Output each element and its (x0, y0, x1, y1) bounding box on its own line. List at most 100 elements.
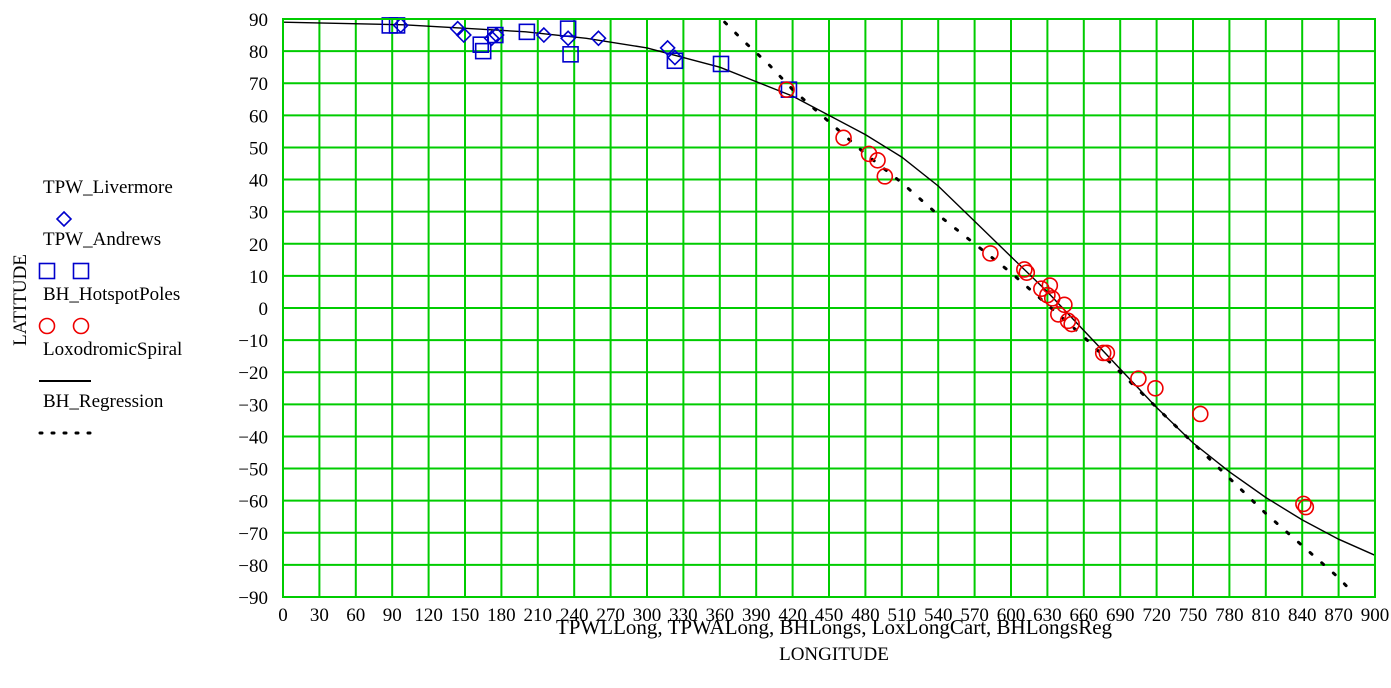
x-tick-label: 390 (742, 605, 771, 626)
legend-symbol-tpw-andrews (38, 262, 56, 280)
tpw-andrews-point (474, 42, 492, 60)
x-tick-label: 510 (888, 605, 917, 626)
x-tick-label: 720 (1142, 605, 1171, 626)
tpw-andrews-point (712, 55, 730, 73)
y-tick-label: −90 (238, 588, 268, 609)
bh-hotspotpoles-point (1039, 286, 1056, 304)
bh-hotspotpoles-point (778, 81, 795, 98)
bh-hotspotpoles-point (835, 129, 852, 147)
y-axis-title: LATITUDE (10, 254, 31, 346)
tpw-andrews-point (666, 52, 684, 70)
x-tick-label: 210 (524, 605, 553, 626)
bh-regression-line (723, 20, 1353, 593)
x-tick-label: 360 (706, 605, 735, 626)
legend-label-bh-hotspotpoles: BH_HotspotPoles (43, 284, 180, 305)
y-tick-label: 10 (249, 267, 268, 288)
tpw-andrews-point (559, 20, 577, 37)
legend: TPW_Livermore TPW_Andrews BH_HotspotPoles L… (38, 177, 182, 435)
tpw-livermore-point (535, 26, 552, 44)
legend-symbol-bh-hotspotpoles (38, 317, 56, 335)
x-tick-label: 120 (414, 605, 443, 626)
tpw-andrews-point (388, 17, 406, 34)
x-tick-label: 810 (1252, 605, 1281, 626)
y-tick-labels: 90 80 70 60 50 40 30 20 10 0 −10 −20 −30 −40 −50 −60 −70… (238, 10, 268, 609)
tpw-livermore-point (590, 30, 607, 47)
y-tick-label: 90 (249, 10, 268, 31)
tpw-andrews-point (562, 46, 579, 63)
y-tick-label: −80 (238, 556, 268, 577)
x-tick-label: 780 (1215, 605, 1244, 626)
y-tick-label: 50 (249, 138, 268, 159)
x-tick-labels: 0 30 60 90 120 150 180 210 240 270 300 330 360 390 420… (278, 605, 1389, 626)
y-tick-label: −30 (238, 395, 268, 416)
y-tick-label: 80 (249, 42, 268, 63)
x-tick-label: 840 (1288, 605, 1317, 626)
legend-label-tpw-livermore: TPW_Livermore (43, 177, 173, 198)
bh-hotspotpoles-point (1147, 379, 1164, 397)
x-tick-label: 180 (487, 605, 516, 626)
plot-frame (282, 18, 1376, 598)
x-tick-label: 30 (310, 605, 329, 626)
y-tick-label: 0 (259, 299, 269, 320)
x-tick-label: 600 (997, 605, 1026, 626)
grid-lines (282, 18, 1376, 598)
bh-hotspotpoles-point (1063, 315, 1080, 333)
x-tick-label: 540 (924, 605, 953, 626)
y-tick-label: 60 (249, 106, 268, 127)
bh-hotspotpoles-point (1018, 264, 1036, 281)
bh-hotspotpoles-point (1059, 312, 1077, 330)
data-markers (381, 17, 1315, 516)
x-axis-expression: TPWLLong, TPWALong, BHLongs, LoxLongCart… (556, 615, 1113, 639)
y-tick-label: −60 (238, 492, 268, 513)
bh-hotspotpoles-point (869, 151, 886, 169)
x-tick-label: 660 (1070, 605, 1099, 626)
loxodromicspiral-line (282, 21, 1376, 556)
bh-hotspotpoles-point (860, 145, 878, 163)
legend-label-tpw-andrews: TPW_Andrews (43, 229, 161, 250)
y-tick-label: −40 (238, 427, 268, 448)
bh-hotspotpoles-point (1098, 344, 1116, 362)
bh-hotspotpoles-point (1041, 277, 1059, 294)
tpw-livermore-point (483, 30, 500, 47)
y-tick-label: −10 (238, 331, 268, 352)
x-tick-label: 150 (451, 605, 480, 626)
bh-hotspotpoles-point (1033, 280, 1050, 298)
x-tick-label: 690 (1106, 605, 1135, 626)
y-tick-label: −50 (238, 460, 268, 481)
tpw-andrews-point (472, 36, 490, 53)
x-tick-label: 90 (383, 605, 402, 626)
bh-hotspotpoles-point (1297, 498, 1315, 516)
legend-symbol-bh-hotspotpoles (72, 317, 90, 335)
bh-hotspotpoles-point (1130, 370, 1147, 387)
legend-label-loxodromicspiral: LoxodromicSpiral (43, 339, 182, 360)
y-tick-label: 20 (249, 235, 268, 256)
tpw-andrews-point (518, 23, 536, 41)
tpw-andrews-point (487, 26, 504, 44)
x-tick-label: 870 (1324, 605, 1353, 626)
y-tick-label: 30 (249, 203, 268, 224)
x-tick-label: 630 (1033, 605, 1062, 626)
x-tick-label: 570 (960, 605, 989, 626)
tpw-livermore-point (666, 49, 684, 66)
x-tick-label: 0 (278, 605, 288, 626)
y-tick-label: 70 (249, 74, 268, 95)
x-axis-title: LONGITUDE (779, 644, 889, 665)
legend-label-bh-regression: BH_Regression (43, 391, 164, 412)
legend-symbol-tpw-andrews (72, 262, 90, 280)
x-tick-label: 420 (778, 605, 807, 626)
bh-hotspotpoles-point (1191, 405, 1209, 423)
bh-hotspotpoles-point (876, 168, 894, 185)
x-tick-label: 300 (633, 605, 662, 626)
tpw-livermore-point (560, 30, 577, 47)
bh-hotspotpoles-point (982, 245, 999, 262)
y-tick-label: −70 (238, 524, 268, 545)
x-tick-label: 240 (560, 605, 589, 626)
y-tick-label: −20 (238, 363, 268, 384)
legend-symbol-tpw-livermore (55, 210, 73, 228)
x-tick-label: 450 (815, 605, 844, 626)
x-tick-label: 270 (596, 605, 625, 626)
bh-hotspotpoles-point (1094, 344, 1112, 362)
x-tick-label: 480 (851, 605, 880, 626)
x-tick-label: 60 (346, 605, 365, 626)
